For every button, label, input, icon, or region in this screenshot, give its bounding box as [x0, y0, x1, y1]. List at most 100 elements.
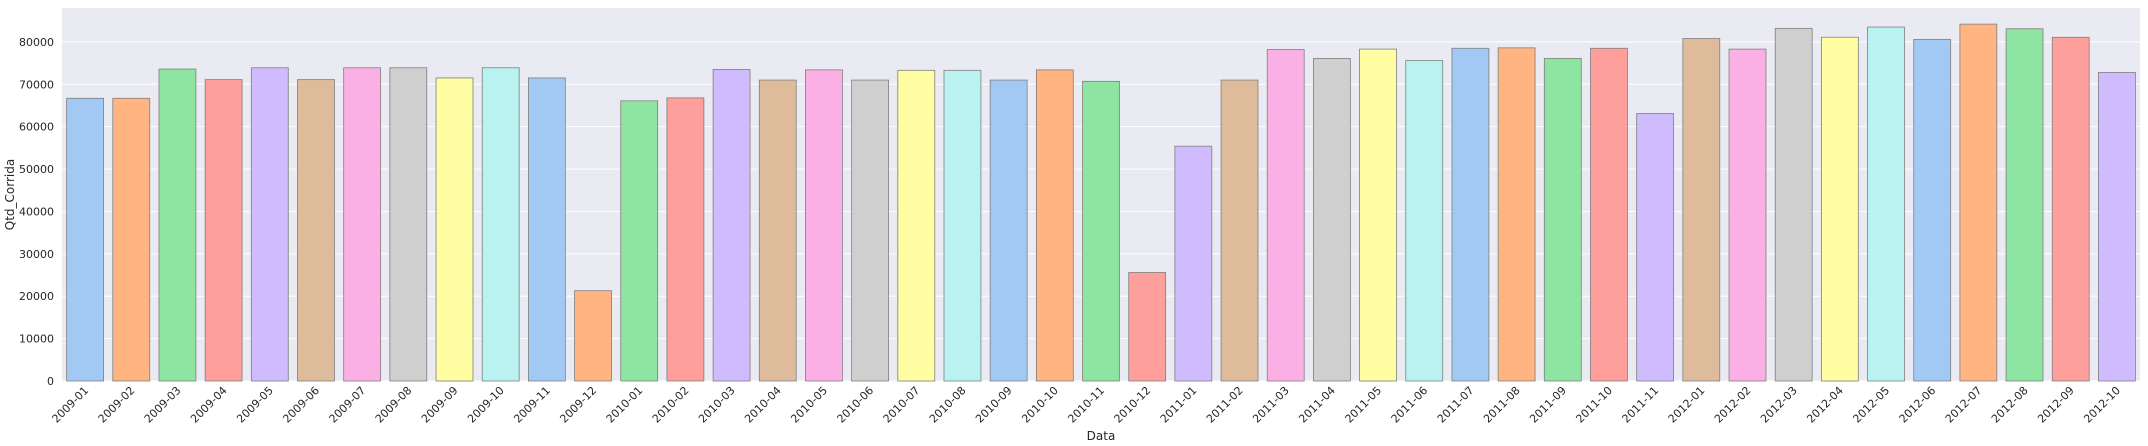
x-tick-label: 2011-05: [1342, 384, 1384, 426]
bar-2012-01: [1682, 38, 1721, 382]
bar-2012-03: [1774, 27, 1813, 382]
bars: [66, 23, 2136, 382]
x-tick-label: 2011-03: [1250, 384, 1292, 426]
bar-2010-02: [666, 97, 705, 382]
bar-2009-05: [250, 67, 289, 382]
x-tick-label: 2009-12: [557, 384, 599, 426]
bar-2010-07: [897, 69, 936, 382]
bar-2010-01: [620, 100, 659, 382]
x-tick-label: 2009-07: [327, 384, 369, 426]
x-tick-label: 2011-07: [1435, 384, 1477, 426]
bar-2011-07: [1451, 47, 1490, 382]
bar-2009-09: [435, 77, 474, 382]
x-tick-label: 2011-09: [1527, 384, 1569, 426]
y-tick-label: 70000: [19, 78, 54, 91]
x-tick-label: 2009-11: [511, 384, 553, 426]
bar-2009-11: [528, 77, 566, 382]
bar-2010-06: [851, 79, 889, 382]
x-tick-label: 2012-05: [1850, 384, 1892, 426]
x-tick-label: 2009-10: [465, 384, 507, 426]
y-tick-label: 0: [47, 375, 54, 388]
x-tick-label: 2012-02: [1712, 384, 1754, 426]
x-tick-label: 2009-02: [96, 384, 138, 426]
x-tick-label: 2011-10: [1573, 384, 1615, 426]
bar-2009-06: [297, 79, 335, 382]
x-tick-label: 2009-03: [142, 384, 184, 426]
bar-2012-08: [2005, 28, 2044, 382]
x-tick-label: 2010-08: [927, 384, 969, 426]
x-tick-label: 2012-01: [1666, 384, 1708, 426]
x-tick-label: 2010-05: [788, 384, 830, 426]
x-tick-label: 2009-06: [280, 384, 322, 426]
bar-2010-05: [805, 69, 843, 382]
x-tick-label: 2012-09: [2035, 384, 2077, 426]
bar-2011-06: [1405, 60, 1444, 382]
x-axis-label: Data: [1087, 429, 1116, 443]
bar-2012-09: [2051, 36, 2090, 382]
bar-2011-03: [1266, 49, 1305, 382]
x-tick-label: 2011-02: [1204, 384, 1246, 426]
bar-2010-04: [758, 79, 797, 382]
bar-2009-10: [481, 67, 520, 382]
bar-2012-05: [1867, 26, 1905, 382]
y-tick-label: 60000: [19, 121, 54, 134]
bar-2010-03: [712, 69, 751, 382]
bar-2010-09: [989, 79, 1028, 382]
x-tick-label: 2012-06: [1897, 384, 1939, 426]
x-tick-label: 2010-04: [742, 384, 784, 426]
x-tick-label: 2011-06: [1389, 384, 1431, 426]
x-tick-label: 2010-06: [835, 384, 877, 426]
bar-2012-02: [1728, 48, 1767, 382]
x-tick-labels: 2009-01 2009-02 2009-03 2009-04 2009-05 2009-…: [50, 384, 2124, 426]
bar-2012-04: [1820, 36, 1859, 382]
bar-2010-12: [1128, 272, 1167, 382]
bar-2009-08: [389, 67, 428, 382]
x-tick-label: 2010-11: [1065, 384, 1107, 426]
x-tick-label: 2009-01: [50, 384, 92, 426]
y-tick-label: 80000: [19, 36, 54, 49]
x-tick-label: 2012-07: [1943, 384, 1985, 426]
bar-2009-12: [574, 290, 612, 382]
bar-2009-04: [204, 79, 243, 382]
bar-2011-09: [1543, 58, 1582, 382]
x-tick-label: 2012-04: [1804, 384, 1846, 426]
y-axis-label: Qtd_Corrida: [3, 159, 17, 230]
x-tick-label: 2011-08: [1481, 384, 1523, 426]
bar-2011-01: [1174, 145, 1213, 382]
bar-2009-07: [343, 67, 382, 382]
x-tick-label: 2010-02: [650, 384, 692, 426]
y-tick-label: 10000: [19, 333, 54, 346]
bar-2011-04: [1313, 58, 1351, 382]
y-tick-label: 50000: [19, 163, 54, 176]
x-tick-label: 2010-07: [881, 384, 923, 426]
x-tick-label: 2012-03: [1758, 384, 1800, 426]
bar-2011-11: [1636, 113, 1675, 382]
x-tick-label: 2009-05: [234, 384, 276, 426]
bar-2010-10: [1035, 69, 1074, 382]
x-tick-label: 2010-03: [696, 384, 738, 426]
bar-2011-08: [1497, 47, 1536, 382]
x-tick-label: 2010-12: [1112, 384, 1154, 426]
bar-2012-07: [1959, 23, 1998, 382]
x-tick-label: 2012-08: [1989, 384, 2031, 426]
bar-2012-10: [2098, 72, 2136, 382]
y-tick-label: 20000: [19, 290, 54, 303]
x-tick-label: 2011-01: [1158, 384, 1200, 426]
y-tick-label: 40000: [19, 205, 54, 218]
x-tick-label: 2011-04: [1296, 384, 1338, 426]
bar-2010-11: [1082, 80, 1120, 382]
x-tick-label: 2009-04: [188, 384, 230, 426]
bar-2011-05: [1359, 48, 1397, 382]
y-tick-labels: 0 10000 20000 30000 40000 50000 60000 70000 8000…: [19, 36, 54, 388]
bar-2009-01: [66, 97, 104, 382]
x-tick-label: 2010-01: [604, 384, 646, 426]
x-tick-label: 2009-08: [373, 384, 415, 426]
x-tick-label: 2010-09: [973, 384, 1015, 426]
bar-2009-02: [112, 97, 151, 382]
x-tick-label: 2009-09: [419, 384, 461, 426]
bar-2011-02: [1220, 79, 1259, 382]
bar-2012-06: [1913, 38, 1952, 382]
y-tick-label: 30000: [19, 248, 54, 261]
x-tick-label: 2010-10: [1019, 384, 1061, 426]
